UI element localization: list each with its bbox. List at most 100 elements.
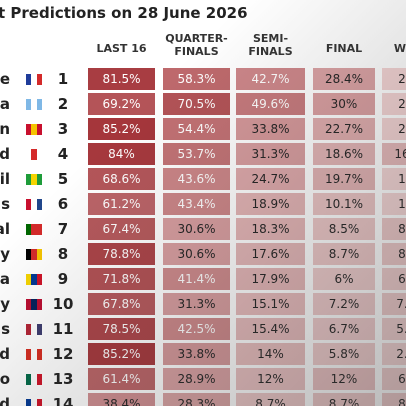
cell: 8: [382, 243, 406, 265]
team-name: s: [1, 195, 10, 213]
cell: 5.: [382, 318, 406, 340]
cell: 53.7%: [163, 143, 230, 165]
team-name: al: [0, 220, 10, 238]
team-name: s: [1, 320, 10, 338]
flag: [26, 299, 42, 310]
rank: 6: [57, 195, 69, 213]
team-name: d: [0, 395, 10, 406]
cell: 2: [382, 93, 406, 115]
team-name: y: [0, 295, 10, 313]
flag: [26, 124, 42, 135]
cell: 71.8%: [88, 268, 155, 290]
cell: 78.5%: [88, 318, 155, 340]
cell: 5.8%: [313, 343, 375, 365]
cell: 31.3%: [163, 293, 230, 315]
cell: 16: [382, 143, 406, 165]
title: t Predictions on 28 June 2026: [0, 4, 248, 22]
cell: 67.4%: [88, 218, 155, 240]
cell: 15.4%: [236, 318, 305, 340]
cell: 10.1%: [313, 193, 375, 215]
rank: 13: [52, 370, 74, 388]
cell: 6.7%: [313, 318, 375, 340]
cell: 28.9%: [163, 368, 230, 390]
flag: [26, 274, 42, 285]
cell: 12%: [236, 368, 305, 390]
cell: 33.8%: [236, 118, 305, 140]
team-name: il: [0, 170, 10, 188]
cell: 30%: [313, 93, 375, 115]
column-header: FINAL: [325, 42, 363, 55]
cell: 31.3%: [236, 143, 305, 165]
cell: 28.3%: [163, 393, 230, 406]
rank: 9: [57, 270, 69, 288]
cell: 41.4%: [163, 268, 230, 290]
cell: 18.3%: [236, 218, 305, 240]
cell: 22.7%: [313, 118, 375, 140]
rank: 3: [57, 120, 69, 138]
cell: 30.6%: [163, 243, 230, 265]
cell: 18.6%: [313, 143, 375, 165]
cell: 18.9%: [236, 193, 305, 215]
cell: 17.9%: [236, 268, 305, 290]
flag: [26, 324, 42, 335]
flag: [26, 174, 42, 185]
cell: 7.2%: [313, 293, 375, 315]
rank: 10: [52, 295, 74, 313]
cell: 6: [382, 368, 406, 390]
team-name: e: [0, 70, 10, 88]
cell: 42.7%: [236, 68, 305, 90]
rank: 11: [52, 320, 74, 338]
cell: 7.: [382, 293, 406, 315]
cell: 68.6%: [88, 168, 155, 190]
cell: 61.2%: [88, 193, 155, 215]
rank: 2: [57, 95, 69, 113]
cell: 42.5%: [163, 318, 230, 340]
cell: 12%: [313, 368, 375, 390]
cell: 1: [382, 193, 406, 215]
flag: [26, 374, 42, 385]
column-header: SEMI- FINALS: [248, 32, 293, 58]
flag: [26, 399, 42, 406]
flag: [26, 74, 42, 85]
rank: 14: [52, 395, 74, 406]
cell: 8: [382, 393, 406, 406]
team-name: y: [0, 245, 10, 263]
flag: [26, 249, 42, 260]
rank: 7: [57, 220, 69, 238]
cell: 8.7%: [313, 243, 375, 265]
rank: 4: [57, 145, 69, 163]
cell: 30.6%: [163, 218, 230, 240]
column-header: WI: [393, 42, 406, 55]
team-name: d: [0, 145, 10, 163]
cell: 8: [382, 218, 406, 240]
flag: [26, 199, 42, 210]
cell: 17.6%: [236, 243, 305, 265]
team-name: a: [0, 270, 10, 288]
cell: 38.4%: [88, 393, 155, 406]
cell: 2: [382, 118, 406, 140]
flag: [26, 224, 42, 235]
cell: 2.: [382, 343, 406, 365]
cell: 6: [382, 268, 406, 290]
rank: 12: [52, 345, 74, 363]
cell: 28.4%: [313, 68, 375, 90]
cell: 67.8%: [88, 293, 155, 315]
team-name: a: [0, 95, 10, 113]
flag: [26, 349, 42, 360]
cell: 84%: [88, 143, 155, 165]
cell: 2: [382, 68, 406, 90]
rank: 1: [57, 70, 69, 88]
cell: 43.6%: [163, 168, 230, 190]
cell: 8.5%: [313, 218, 375, 240]
cell: 69.2%: [88, 93, 155, 115]
flag: [26, 149, 42, 160]
cell: 49.6%: [236, 93, 305, 115]
cell: 8.7%: [313, 393, 375, 406]
team-name: o: [0, 370, 10, 388]
cell: 8.7%: [236, 393, 305, 406]
cell: 85.2%: [88, 118, 155, 140]
column-header: QUARTER- FINALS: [165, 32, 228, 58]
rank: 5: [57, 170, 69, 188]
rank: 8: [57, 245, 69, 263]
